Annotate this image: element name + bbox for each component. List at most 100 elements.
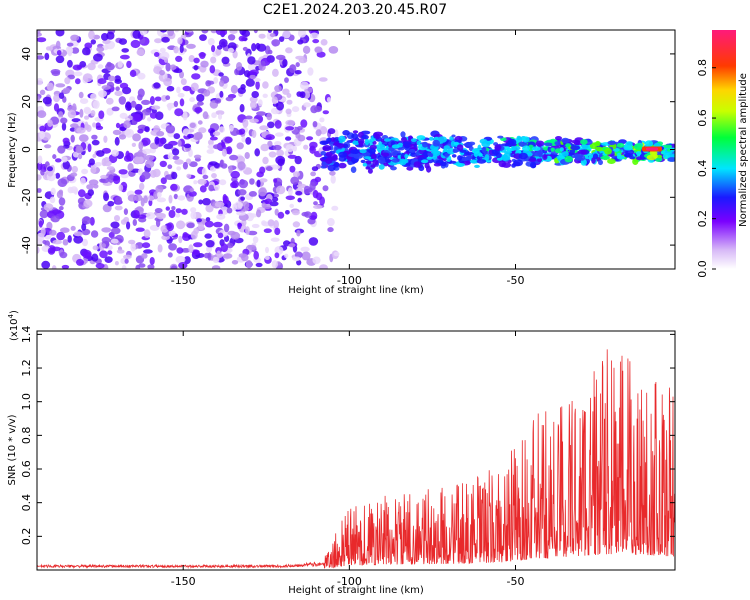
spectrogram-cell <box>247 230 258 236</box>
spectrogram-cell <box>111 149 119 157</box>
spectrogram-cell <box>108 174 115 183</box>
spectrogram-cell <box>471 148 480 154</box>
spectrogram-cell <box>221 141 226 148</box>
spectrogram-cell <box>51 209 62 214</box>
spectrogram-cell <box>239 104 245 113</box>
spectrogram-cell <box>38 220 43 228</box>
spectrogram-cell <box>213 144 222 150</box>
spectrogram-cell <box>196 94 205 102</box>
spectrogram-cell <box>124 258 129 264</box>
spectrogram-cell <box>70 34 80 41</box>
spectrogram-cell <box>278 36 285 42</box>
spectrogram-cell <box>202 111 209 120</box>
spectrogram-cell <box>123 155 132 162</box>
spectrogram-cell <box>267 140 273 148</box>
spectrogram-cell <box>179 71 184 79</box>
spectrogram-cell <box>169 64 177 70</box>
spectrogram-cell <box>516 135 522 141</box>
snr-scale-prefix: (x10 <box>9 318 20 341</box>
spectrogram-cell <box>375 133 380 140</box>
spectrogram-cell <box>181 208 188 215</box>
spectrogram-cell <box>181 248 191 253</box>
spectrogram-cell <box>155 218 161 228</box>
spectrogram-cell <box>37 110 47 118</box>
spectrogram-cell <box>623 153 634 158</box>
spectrogram-cell <box>297 30 307 38</box>
spectrogram-cell <box>101 243 107 249</box>
spectrogram-cell <box>455 163 466 166</box>
spectrogram-cell <box>193 57 200 64</box>
spectrogram-cell <box>156 130 165 137</box>
spectrogram-cell <box>177 92 185 98</box>
spectrogram-cell <box>100 177 110 184</box>
spectrogram-cell <box>633 143 643 151</box>
spectrogram-cell <box>309 146 315 151</box>
spectrogram-cell <box>190 211 197 220</box>
spectrogram-x-ticks: -150 -100 -50 <box>171 30 524 287</box>
spectrogram-cell <box>380 152 390 157</box>
spectrogram-cell <box>231 260 239 265</box>
spectrogram-cell <box>76 258 84 266</box>
spectrogram-cell <box>154 96 162 102</box>
spectrogram-cell <box>226 146 233 155</box>
spectrogram-cell <box>60 227 70 233</box>
spectrogram-cell <box>121 48 129 53</box>
spectrogram-cell <box>273 178 278 183</box>
spectrogram-cell <box>360 159 366 164</box>
spectrogram-cell <box>294 70 302 75</box>
spectrogram-cell <box>111 106 120 112</box>
spectrogram-cell <box>165 124 176 134</box>
spectrogram-cell <box>226 207 233 214</box>
spectrogram-cell <box>138 168 143 176</box>
spectrogram-cell <box>193 180 198 185</box>
spectrogram-cell <box>41 260 51 269</box>
spectrogram-cell <box>71 47 80 54</box>
spectrogram-cell <box>494 144 502 151</box>
spectrogram-cell <box>90 93 97 100</box>
spectrogram-cell <box>251 43 257 52</box>
spectrogram-cell <box>275 132 284 137</box>
x-tick-label: -150 <box>171 575 196 588</box>
spectrogram-cell <box>148 199 153 207</box>
spectrogram-cell <box>147 195 155 201</box>
spectrogram-cell <box>285 126 295 131</box>
spectrogram-cell <box>272 144 282 151</box>
spectrogram-cell <box>241 136 246 143</box>
spectrogram-cell <box>188 55 195 63</box>
spectrogram-cell <box>330 175 336 184</box>
spectrogram-cell <box>291 210 300 216</box>
spectrogram-cell <box>478 153 483 157</box>
chart-title: C2E1.2024.203.20.45.R07 <box>263 2 447 18</box>
spectrogram-cell <box>42 239 47 245</box>
spectrogram-cell <box>618 139 627 145</box>
spectrogram-cell <box>256 43 267 52</box>
spectrogram-cell <box>194 107 203 113</box>
y-tick-label: 40 <box>20 47 33 61</box>
spectrogram-cell <box>189 122 196 128</box>
spectrogram-cell <box>234 201 243 210</box>
y-tick-label: 0.6 <box>20 460 33 478</box>
spectrogram-cell <box>248 191 257 197</box>
spectrogram-cell <box>203 252 211 259</box>
spectrogram-cell <box>263 228 272 233</box>
spectrogram-cell <box>444 153 450 158</box>
spectrogram-cell <box>327 137 332 143</box>
spectrogram-cell <box>47 166 53 172</box>
spectrogram-cell <box>312 39 320 44</box>
snr-scale-exponent: 4 <box>7 313 15 318</box>
spectrogram-cell <box>142 242 151 249</box>
spectrogram-cell <box>137 88 145 98</box>
spectrogram-cell <box>92 245 99 251</box>
spectrogram-cell <box>52 154 57 160</box>
spectrogram-cell <box>72 103 77 113</box>
spectrogram-cell <box>424 162 430 169</box>
spectrogram-cell <box>64 77 71 85</box>
spectrogram-cell <box>238 179 249 189</box>
spectrogram-cell <box>37 77 43 86</box>
spectrogram-cell <box>275 185 286 195</box>
spectrogram-cell <box>292 171 300 178</box>
spectrogram-cell <box>237 161 246 171</box>
spectrogram-cell <box>197 120 203 125</box>
spectrogram-cell <box>198 127 207 134</box>
